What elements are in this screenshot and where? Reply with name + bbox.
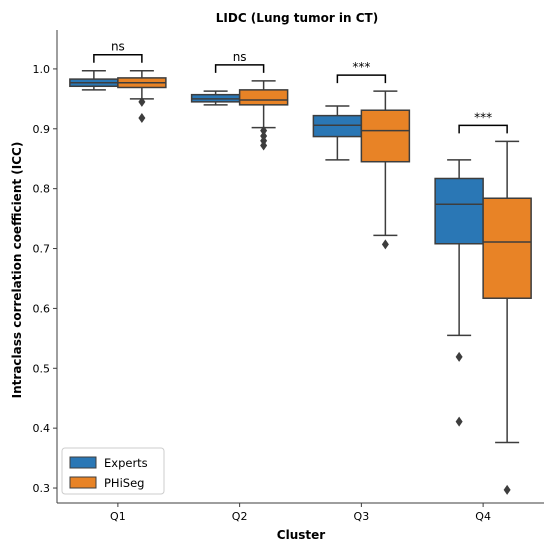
y-tick-label: 0.3 [33, 482, 51, 495]
significance-bracket [336, 74, 387, 84]
x-axis-label: Cluster [277, 528, 325, 542]
significance-bracket [214, 64, 265, 73]
chart-title: LIDC (Lung tumor in CT) [216, 11, 378, 25]
legend-label: PHiSeg [104, 476, 144, 490]
box-phiseg-q2 [238, 89, 289, 106]
y-axis-label: Intraclass correlation coefficient (ICC) [10, 142, 24, 399]
outlier-point [503, 484, 511, 495]
plot-area: 0.3 0.4 0.5 0.6 0.7 0.8 0.9 1.0 Q1 Q2 Q3 Q4 ns ns *** *… [33, 30, 544, 523]
outlier-point [260, 140, 268, 151]
legend-swatch [69, 456, 97, 469]
y-tick-label: 0.5 [33, 362, 51, 375]
x-tick-label: Q2 [232, 510, 248, 523]
outlier-point [455, 416, 463, 427]
significance-label: ns [233, 50, 247, 64]
y-tick-label: 0.6 [33, 302, 51, 315]
significance-bracket [458, 124, 508, 134]
box-phiseg-q4 [482, 197, 532, 299]
legend-swatch [69, 476, 97, 489]
outlier-point [138, 113, 146, 124]
x-tick-label: Q4 [475, 510, 491, 523]
y-tick-label: 0.9 [33, 123, 51, 136]
y-tick-label: 0.8 [33, 183, 51, 196]
outlier-point [138, 96, 146, 107]
significance-label: *** [474, 110, 492, 124]
outlier-point [381, 239, 389, 250]
outlier-point [455, 351, 463, 362]
y-tick-label: 0.4 [33, 422, 51, 435]
significance-label: *** [352, 60, 370, 74]
box-phiseg-q3 [360, 109, 411, 163]
significance-bracket [93, 53, 143, 63]
y-tick-label: 1.0 [33, 63, 51, 76]
box-experts-q3 [312, 114, 363, 138]
outlier-point [260, 125, 268, 136]
x-tick-label: Q1 [110, 510, 126, 523]
x-tick-label: Q3 [354, 510, 370, 523]
y-tick-label: 0.7 [33, 243, 51, 256]
significance-label: ns [111, 40, 125, 54]
legend-label: Experts [104, 456, 148, 470]
box-experts-q4 [434, 177, 484, 245]
